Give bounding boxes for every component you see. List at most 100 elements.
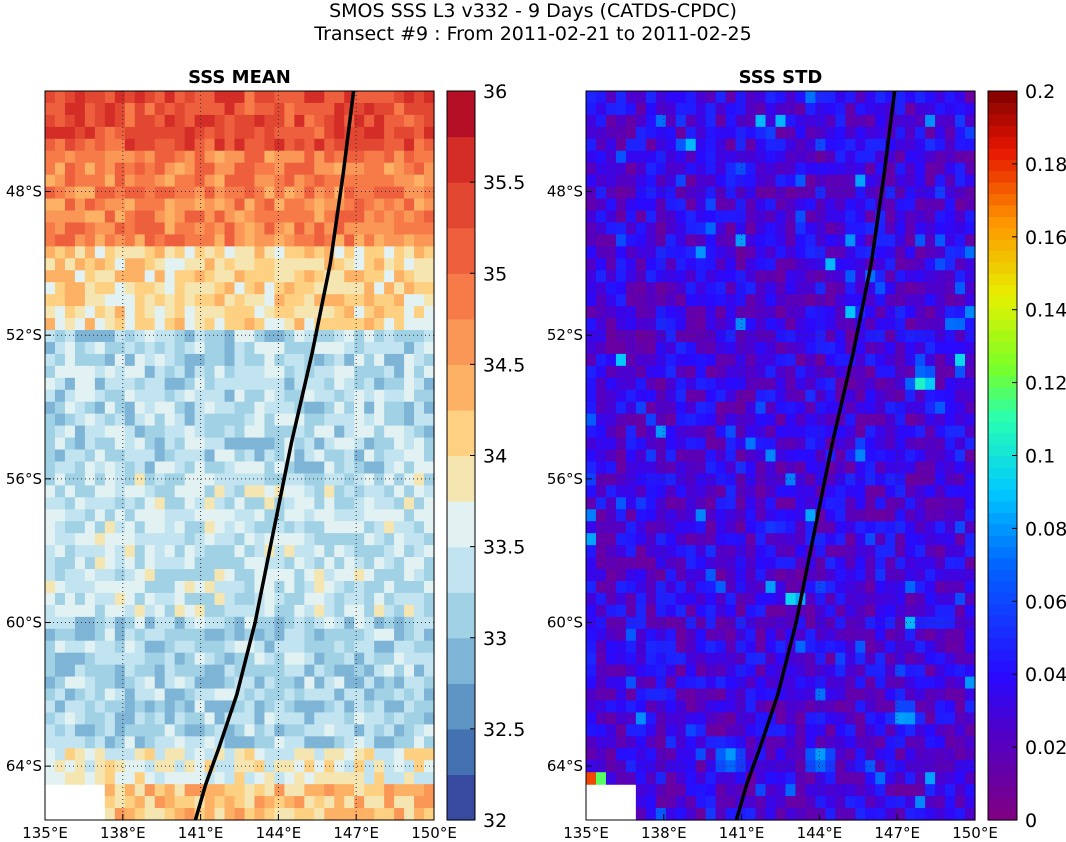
heatmap-cell bbox=[254, 461, 266, 475]
heatmap-cell bbox=[224, 700, 236, 714]
heatmap-cell bbox=[224, 114, 236, 128]
heatmap-cell bbox=[885, 616, 896, 630]
heatmap-cell bbox=[424, 102, 435, 116]
heatmap-cell bbox=[154, 676, 166, 690]
heatmap-cell bbox=[254, 270, 266, 283]
heatmap-cell bbox=[805, 389, 817, 403]
heatmap-cell bbox=[605, 592, 617, 606]
heatmap-cell bbox=[334, 700, 345, 714]
heatmap-cell bbox=[214, 365, 226, 379]
heatmap-cell bbox=[665, 258, 677, 271]
heatmap-cell bbox=[715, 724, 727, 737]
heatmap-cell bbox=[885, 592, 896, 606]
heatmap-cell bbox=[334, 234, 345, 247]
heatmap-cell bbox=[845, 604, 856, 618]
heatmap-cell bbox=[124, 557, 136, 570]
colorbar-segment bbox=[988, 603, 1017, 616]
heatmap-cell bbox=[655, 724, 667, 737]
heatmap-cell bbox=[935, 628, 946, 642]
heatmap-cell bbox=[294, 341, 305, 355]
heatmap-cell bbox=[204, 377, 216, 391]
heatmap-cell bbox=[635, 473, 647, 486]
heatmap-cell bbox=[204, 557, 216, 570]
heatmap-cell bbox=[855, 700, 866, 714]
heatmap-cell bbox=[324, 377, 335, 391]
heatmap-cell bbox=[605, 174, 617, 188]
heatmap-cell bbox=[424, 784, 435, 797]
heatmap-cell bbox=[304, 509, 315, 522]
heatmap-cell bbox=[314, 258, 325, 271]
heatmap-cell bbox=[605, 138, 617, 152]
heatmap-cell bbox=[204, 772, 216, 785]
heatmap-cell bbox=[685, 760, 697, 773]
heatmap-cell bbox=[214, 341, 226, 355]
heatmap-cell bbox=[895, 162, 906, 176]
heatmap-cell bbox=[825, 234, 836, 247]
heatmap-cell bbox=[424, 748, 435, 761]
heatmap-cell bbox=[394, 796, 405, 809]
heatmap-cell bbox=[795, 580, 807, 594]
heatmap-cell bbox=[845, 473, 856, 486]
heatmap-cell bbox=[384, 509, 395, 522]
heatmap-cell bbox=[615, 294, 627, 307]
heatmap-cell bbox=[765, 473, 777, 486]
heatmap-cell bbox=[665, 282, 677, 295]
heatmap-cell bbox=[595, 700, 607, 714]
heatmap-cell bbox=[755, 796, 767, 809]
heatmap-cell bbox=[775, 736, 787, 749]
heatmap-cell bbox=[304, 210, 315, 224]
heatmap-cell bbox=[224, 545, 236, 558]
heatmap-cell bbox=[855, 234, 866, 247]
heatmap-cell bbox=[695, 736, 707, 749]
heatmap-cell bbox=[344, 521, 355, 534]
heatmap-cell bbox=[675, 365, 687, 379]
heatmap-cell bbox=[945, 186, 956, 200]
heatmap-cell bbox=[144, 652, 156, 666]
heatmap-cell bbox=[655, 294, 667, 307]
heatmap-cell bbox=[785, 91, 797, 104]
heatmap-cell bbox=[374, 425, 385, 439]
heatmap-cell bbox=[364, 294, 375, 307]
heatmap-cell bbox=[54, 652, 66, 666]
heatmap-cell bbox=[825, 126, 836, 140]
heatmap-cell bbox=[775, 318, 787, 331]
heatmap-cell bbox=[635, 174, 647, 188]
heatmap-cell bbox=[755, 294, 767, 307]
heatmap-cell bbox=[164, 270, 176, 283]
heatmap-cell bbox=[414, 186, 425, 200]
heatmap-cell bbox=[84, 688, 96, 702]
heatmap-cell bbox=[354, 413, 365, 427]
heatmap-cell bbox=[284, 258, 295, 271]
heatmap-cell bbox=[765, 413, 777, 427]
heatmap-cell bbox=[835, 604, 846, 618]
heatmap-cell bbox=[925, 485, 936, 498]
heatmap-cell bbox=[795, 748, 807, 761]
heatmap-cell bbox=[424, 258, 435, 271]
heatmap-cell bbox=[74, 91, 86, 104]
heatmap-cell bbox=[705, 330, 717, 343]
heatmap-cell bbox=[725, 198, 737, 212]
heatmap-cell bbox=[715, 437, 727, 451]
heatmap-cell bbox=[54, 628, 66, 642]
heatmap-cell bbox=[765, 126, 777, 140]
heatmap-cell bbox=[144, 569, 156, 582]
heatmap-cell bbox=[705, 222, 717, 236]
heatmap-cell bbox=[404, 389, 415, 403]
heatmap-cell bbox=[424, 640, 435, 654]
heatmap-cell bbox=[865, 485, 876, 498]
heatmap-cell bbox=[645, 270, 657, 283]
heatmap-cell bbox=[655, 628, 667, 642]
heatmap-cell bbox=[775, 509, 787, 522]
heatmap-cell bbox=[254, 652, 266, 666]
heatmap-cell bbox=[234, 796, 246, 809]
heatmap-cell bbox=[45, 365, 56, 379]
heatmap-cell bbox=[795, 174, 807, 188]
heatmap-cell bbox=[725, 234, 737, 247]
heatmap-cell bbox=[645, 258, 657, 271]
heatmap-cell bbox=[164, 222, 176, 236]
heatmap-cell bbox=[835, 784, 846, 797]
heatmap-cell bbox=[935, 485, 946, 498]
heatmap-cell bbox=[915, 676, 926, 690]
heatmap-cell bbox=[645, 772, 657, 785]
heatmap-cell bbox=[645, 222, 657, 236]
